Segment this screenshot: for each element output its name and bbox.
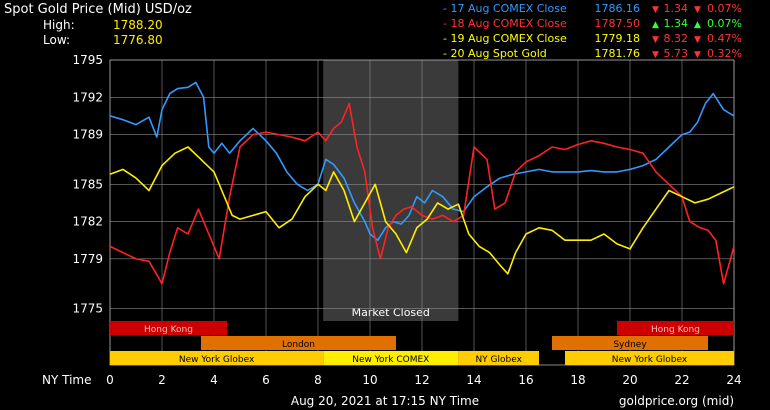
- y-tick-label: 1775: [72, 302, 103, 316]
- x-tick-label: 16: [518, 373, 533, 387]
- y-tick-label: 1789: [72, 128, 103, 142]
- session-band: [458, 351, 539, 365]
- legend-change: 1.34: [664, 2, 689, 15]
- legend-value: 1781.76: [595, 47, 641, 60]
- session-label: London: [282, 340, 315, 350]
- x-tick-label: 18: [570, 373, 585, 387]
- legend-arrow-icon: ▼: [652, 50, 659, 60]
- y-tick-label: 1792: [72, 90, 103, 104]
- session-label: Hong Kong: [651, 325, 700, 335]
- legend-pct: 0.07%: [707, 17, 742, 30]
- legend-pct: 0.07%: [707, 2, 742, 15]
- session-band: [201, 336, 396, 350]
- legend-value: 1779.18: [595, 32, 641, 45]
- session-label: Sydney: [613, 340, 647, 350]
- x-tick-label: 14: [466, 373, 481, 387]
- legend-arrow-icon: ▼: [694, 50, 701, 60]
- high-label: High:: [43, 18, 75, 32]
- x-tick-label: 12: [414, 373, 429, 387]
- session-band: [110, 351, 324, 365]
- legend-value: 1786.16: [595, 2, 641, 15]
- session-band: [565, 351, 734, 365]
- session-label: NY Globex: [475, 355, 522, 365]
- high-value: 1788.20: [113, 18, 163, 32]
- y-tick-label: 1779: [72, 252, 103, 266]
- legend-change: 8.32: [664, 32, 689, 45]
- x-tick-label: 8: [314, 373, 322, 387]
- session-band: [552, 336, 708, 350]
- x-tick-label: 6: [262, 373, 270, 387]
- session-label: Hong Kong: [144, 325, 193, 335]
- legend-label: - 18 Aug COMEX Close: [443, 17, 567, 30]
- legend-arrow-icon: ▲: [652, 20, 659, 30]
- session-label: New York Globex: [612, 355, 688, 365]
- legend-arrow-icon: ▼: [694, 35, 701, 45]
- market-closed-label: Market Closed: [352, 306, 430, 319]
- legend-change: 1.34: [664, 17, 689, 30]
- series-line-1: [109, 102, 735, 285]
- x-tick-label: 22: [674, 373, 689, 387]
- low-value: 1776.80: [113, 33, 163, 47]
- series-line-0: [109, 81, 735, 241]
- session-band: [617, 321, 734, 335]
- legend-pct: 0.47%: [707, 32, 742, 45]
- session-label: New York COMEX: [352, 355, 429, 365]
- x-axis-label: NY Time: [42, 373, 92, 387]
- legend-arrow-icon: ▼: [652, 5, 659, 15]
- y-tick-label: 1785: [72, 177, 103, 191]
- legend-change: 5.73: [664, 47, 689, 60]
- x-tick-label: 24: [726, 373, 741, 387]
- legend-label: - 19 Aug COMEX Close: [443, 32, 567, 45]
- legend-value: 1787.50: [595, 17, 641, 30]
- session-band: [110, 321, 227, 335]
- legend-arrow-icon: ▲: [694, 20, 701, 30]
- series-line-2: [109, 146, 735, 275]
- legend-arrow-icon: ▼: [652, 35, 659, 45]
- low-label: Low:: [43, 33, 71, 47]
- x-tick-label: 20: [622, 373, 637, 387]
- source-label: goldprice.org (mid): [619, 394, 734, 408]
- y-tick-label: 1782: [72, 215, 103, 229]
- timestamp: Aug 20, 2021 at 17:15 NY Time: [291, 394, 479, 408]
- legend-pct: 0.32%: [707, 47, 742, 60]
- y-tick-label: 1795: [72, 53, 103, 67]
- x-tick-label: 4: [210, 373, 218, 387]
- x-tick-label: 2: [158, 373, 166, 387]
- legend-label: - 17 Aug COMEX Close: [443, 2, 567, 15]
- x-tick-label: 10: [362, 373, 377, 387]
- legend-label: - 20 Aug Spot Gold: [443, 47, 547, 60]
- chart-title: Spot Gold Price (Mid) USD/oz: [4, 2, 192, 17]
- legend-arrow-icon: ▼: [694, 5, 701, 15]
- market-closed-region: [323, 60, 459, 321]
- x-tick-label: 0: [106, 373, 114, 387]
- session-label: New York Globex: [179, 355, 255, 365]
- session-band: [323, 351, 459, 365]
